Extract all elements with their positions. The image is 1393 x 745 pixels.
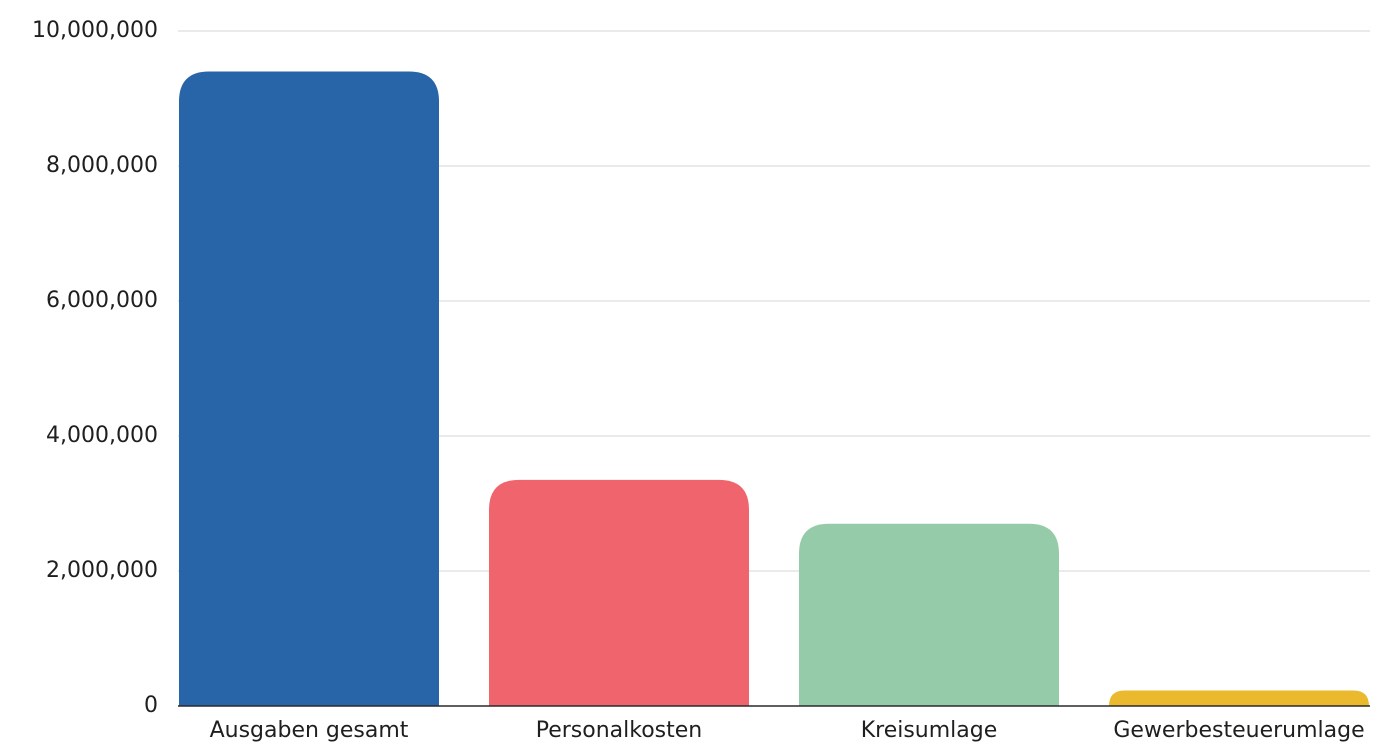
x-axis-category-labels: Ausgaben gesamt Personalkosten Kreisumlage… [210, 718, 1365, 743]
bars [179, 71, 1369, 706]
y-tick-label: 4,000,000 [46, 423, 158, 448]
bar-ausgaben-gesamt [179, 71, 439, 706]
y-tick-label: 2,000,000 [46, 558, 158, 583]
x-category-label: Personalkosten [536, 718, 703, 743]
y-tick-label: 0 [144, 693, 158, 718]
bar-gewerbesteuerumlage [1109, 690, 1369, 706]
x-category-label: Kreisumlage [861, 718, 998, 743]
x-category-label: Ausgaben gesamt [210, 718, 409, 743]
y-tick-label: 10,000,000 [32, 18, 158, 43]
y-tick-label: 6,000,000 [46, 288, 158, 313]
bar-personalkosten [489, 479, 749, 706]
y-tick-label: 8,000,000 [46, 153, 158, 178]
y-axis-tick-labels: 0 2,000,000 4,000,000 6,000,000 8,000,000 10,… [32, 18, 158, 718]
bar-kreisumlage [799, 523, 1059, 706]
x-category-label: Gewerbesteuerumlage [1113, 718, 1364, 743]
